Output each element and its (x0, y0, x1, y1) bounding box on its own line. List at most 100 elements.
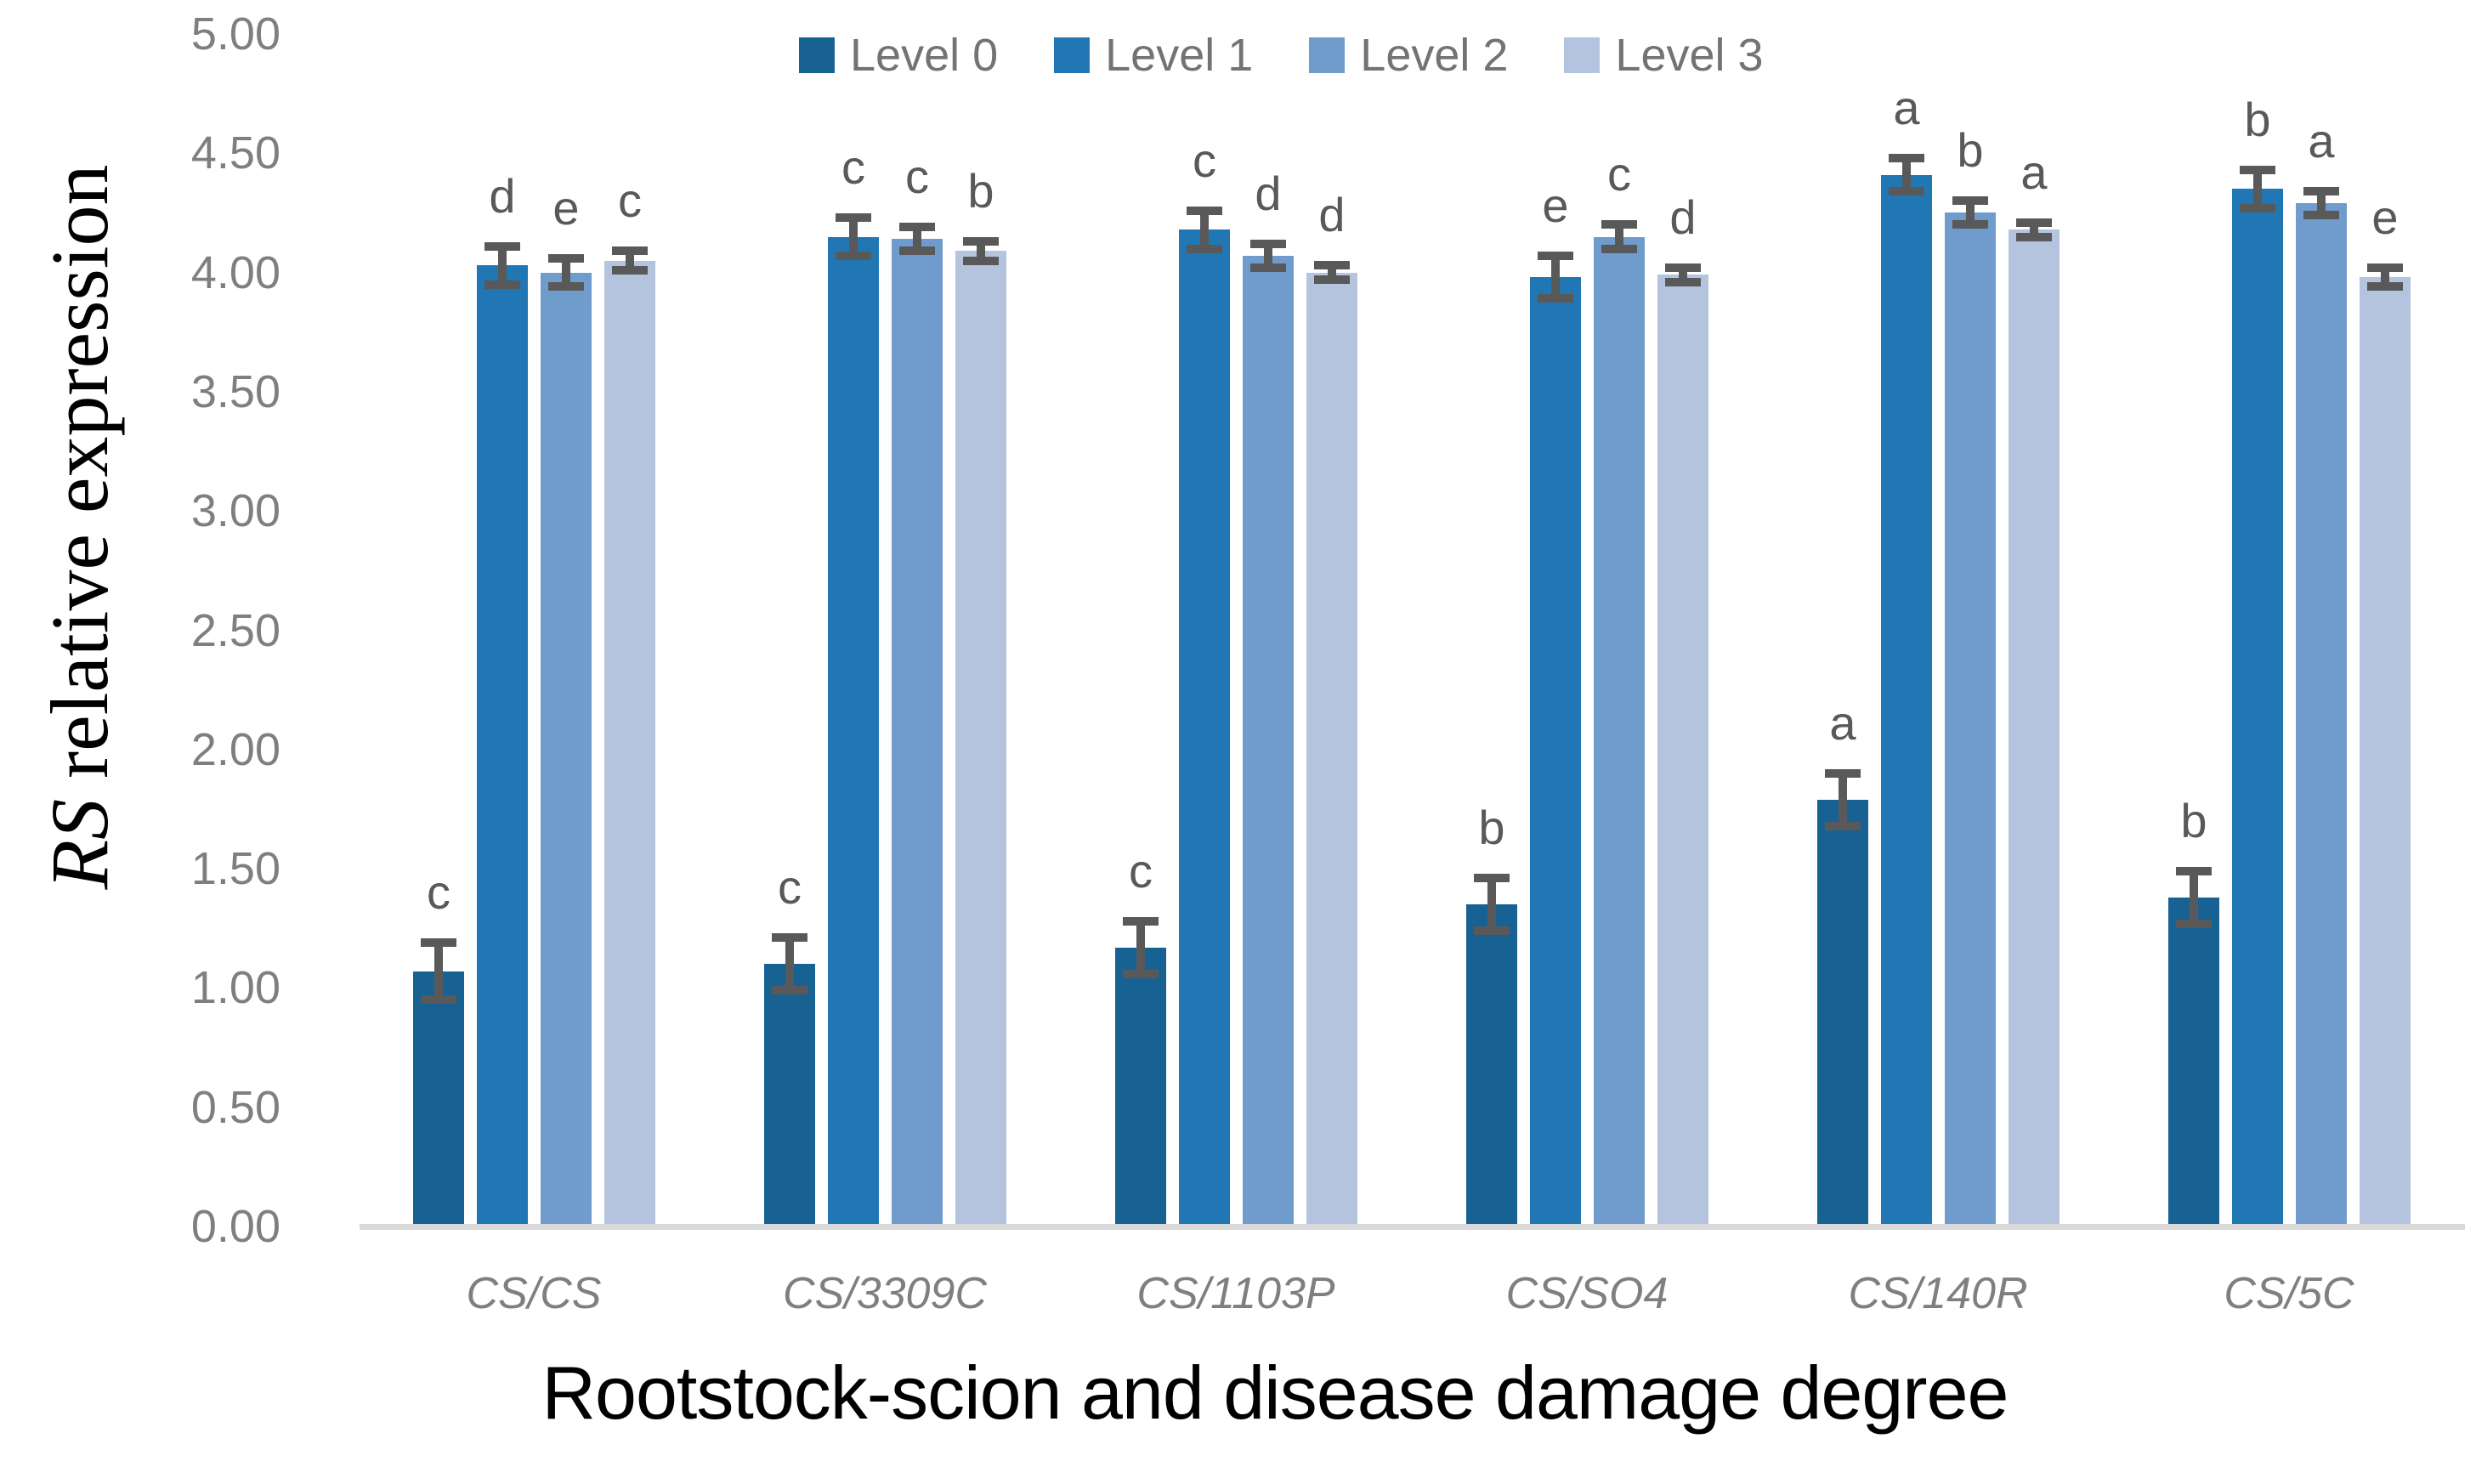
significance-letter: a (2308, 114, 2335, 168)
error-bar (1250, 263, 1286, 272)
bar-level3-CS-140R (2009, 229, 2060, 1226)
y-tick-label: 3.50 (190, 365, 280, 417)
significance-letter: a (1893, 80, 1920, 134)
error-bar (1902, 157, 1911, 192)
bar-level0-CS-3309C (764, 964, 815, 1226)
error-bar (1474, 874, 1510, 883)
y-tick-label: 0.00 (190, 1201, 280, 1252)
error-bar (1200, 210, 1209, 249)
error-bar (2303, 211, 2339, 220)
error-bar (1487, 878, 1496, 932)
bar-level2-CS-140R (1945, 212, 1996, 1226)
error-bar (1889, 187, 1924, 196)
error-bar (1966, 201, 1975, 225)
error-bar (2016, 232, 2052, 241)
legend-label: Level 2 (1360, 30, 1509, 81)
error-bar (2016, 218, 2052, 227)
error-bar (772, 986, 807, 995)
error-bar (2240, 165, 2275, 174)
bar-level0-CS-1103P (1115, 947, 1166, 1226)
y-tick-label: 2.00 (190, 723, 280, 775)
legend-label: Level 3 (1615, 30, 1764, 81)
error-bar (626, 251, 634, 270)
error-bar (1538, 251, 1573, 260)
y-tick-label: 5.00 (190, 8, 280, 59)
error-bar (612, 246, 648, 256)
error-bar (913, 227, 921, 252)
bar-level2-CS-CS (541, 272, 592, 1226)
x-category-label: CS/5C (2224, 1269, 2354, 1318)
error-bar (1952, 220, 1988, 229)
y-tick-label: 2.50 (190, 604, 280, 656)
error-bar (1538, 294, 1573, 303)
significance-letter: b (1957, 123, 1984, 178)
significance-letter: b (967, 164, 994, 218)
error-bar (1615, 224, 1623, 249)
error-bar (2381, 267, 2389, 287)
significance-letter: d (1318, 188, 1346, 242)
bar-level1-CS-140R (1881, 174, 1932, 1226)
significance-letter: b (2180, 793, 2207, 847)
legend-swatch-icon (1564, 37, 1601, 73)
significance-letter: c (778, 860, 802, 915)
significance-letter: c (1193, 133, 1216, 187)
error-bar (1123, 916, 1159, 926)
legend-swatch-icon (1309, 37, 1346, 73)
error-bar (1123, 969, 1159, 978)
error-bar (2367, 263, 2403, 272)
error-bar (1665, 263, 1701, 272)
error-bar (498, 246, 507, 285)
legend-item: Level 3 (1564, 29, 1764, 82)
error-bar (421, 938, 456, 948)
bar-level2-CS-5C (2296, 203, 2347, 1226)
error-bar (484, 280, 520, 289)
bar-level3-CS-CS (604, 260, 655, 1226)
y-tick-label: 4.00 (190, 246, 280, 298)
significance-letter: c (841, 140, 865, 195)
bar-level3-CS-SO4 (1657, 275, 1708, 1226)
y-tick-label: 4.50 (190, 127, 280, 179)
significance-letter: c (618, 173, 642, 228)
error-bar (2176, 919, 2212, 928)
bar-level0-CS-SO4 (1466, 904, 1517, 1226)
error-bar (1839, 773, 1847, 826)
error-bar (421, 995, 456, 1005)
error-bar (2317, 191, 2326, 216)
error-bar (1314, 261, 1350, 270)
legend-item: Level 1 (1054, 29, 1253, 82)
error-bar (1474, 926, 1510, 936)
significance-letter: e (552, 180, 580, 235)
x-axis-line (360, 1224, 2465, 1230)
error-bar (849, 218, 858, 256)
error-bar (1328, 265, 1336, 280)
significance-letter: a (2020, 144, 2048, 199)
error-bar (963, 256, 999, 265)
significance-letter: b (1478, 801, 1505, 855)
error-bar (1187, 244, 1222, 253)
error-bar (1264, 243, 1272, 268)
x-axis-title: Rootstock-scion and disease damage degre… (541, 1351, 2009, 1435)
error-bar (2030, 222, 2038, 237)
significance-letter: c (1129, 843, 1153, 898)
bar-level2-CS-SO4 (1594, 236, 1645, 1226)
error-bar (1187, 206, 1222, 215)
bar-level3-CS-1103P (1306, 272, 1357, 1226)
bar-level3-CS-5C (2360, 277, 2411, 1226)
x-category-label: CS/1103P (1136, 1269, 1335, 1318)
bar-level3-CS-3309C (955, 251, 1006, 1226)
bar-level1-CS-SO4 (1530, 277, 1581, 1226)
error-bar (2253, 169, 2262, 208)
bar-level2-CS-1103P (1243, 255, 1294, 1226)
error-bar (2303, 187, 2339, 196)
bar-level1-CS-1103P (1179, 229, 1230, 1226)
bar-level0-CS-CS (413, 971, 464, 1226)
error-bar (1136, 920, 1145, 974)
legend-label: Level 1 (1105, 30, 1254, 81)
error-bar (612, 265, 648, 275)
error-bar (1952, 196, 1988, 206)
error-bar (1314, 275, 1350, 285)
y-tick-label: 1.00 (190, 962, 280, 1014)
significance-letter: e (1542, 178, 1569, 232)
x-category-label: CS/140R (1848, 1269, 2028, 1318)
error-bar (548, 282, 584, 292)
